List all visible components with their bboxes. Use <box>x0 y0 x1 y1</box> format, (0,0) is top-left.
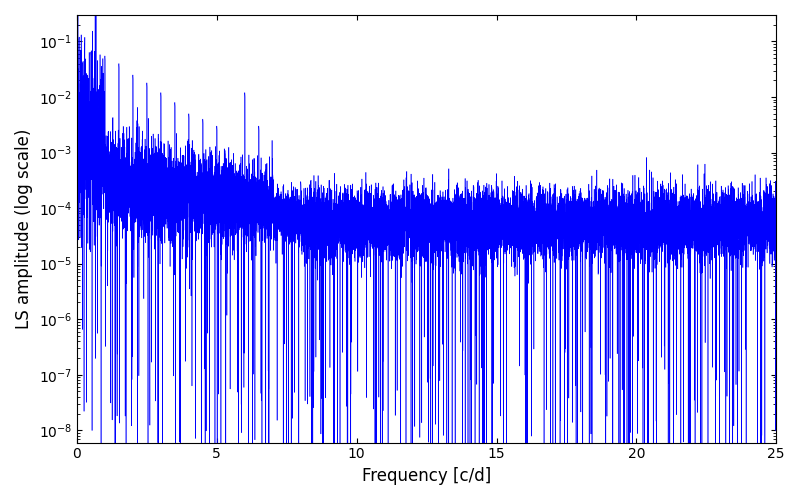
Y-axis label: LS amplitude (log scale): LS amplitude (log scale) <box>15 128 33 329</box>
X-axis label: Frequency [c/d]: Frequency [c/d] <box>362 467 491 485</box>
